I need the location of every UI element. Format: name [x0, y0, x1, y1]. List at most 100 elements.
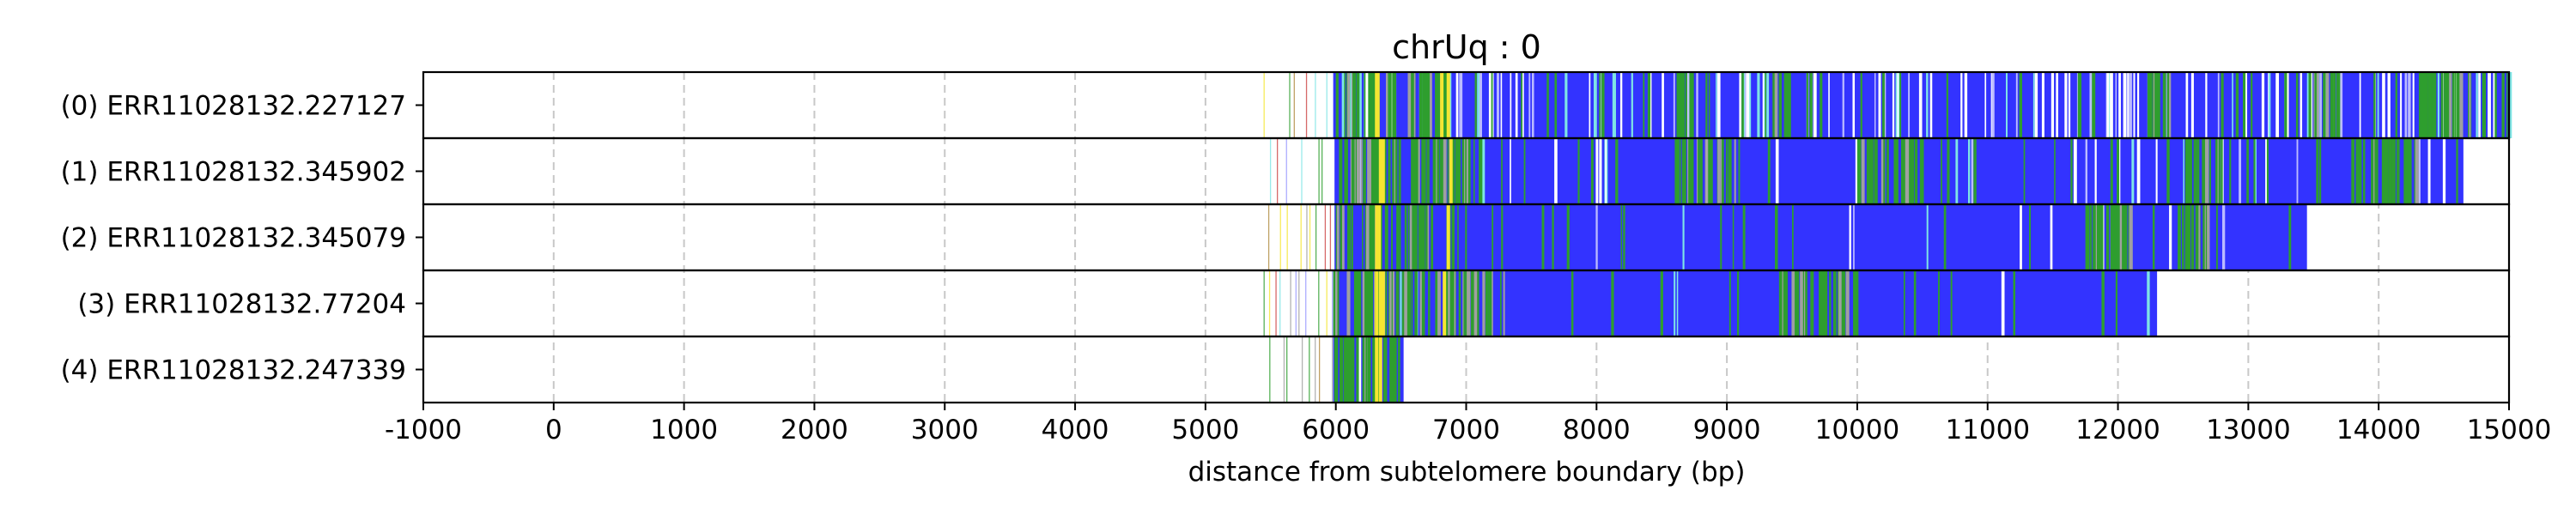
light-stripe [2377, 72, 2379, 138]
green-stripe [2336, 72, 2341, 138]
read-label: (2) ERR11028132.345079 [61, 223, 406, 254]
read-track [1269, 336, 1404, 403]
green-stripe [2178, 204, 2181, 270]
green-stripe [2114, 204, 2118, 270]
green-stripe [1829, 270, 1832, 336]
green-stripe [2409, 138, 2412, 204]
green-stripe [1427, 204, 1430, 270]
green-stripe [1784, 72, 1789, 138]
green-stripe [1492, 270, 1493, 336]
x-axis-label: distance from subtelomere boundary (bp) [1188, 457, 1746, 488]
green-stripe [2207, 204, 2210, 270]
green-stripe [1941, 138, 1942, 204]
green-stripe [1407, 72, 1410, 138]
light-stripe [1849, 204, 1851, 270]
green-stripe [2117, 204, 2121, 270]
green-stripe [1492, 204, 1494, 270]
green-stripe [1577, 138, 1580, 204]
green-stripe [1691, 72, 1694, 138]
light-stripe [1564, 72, 1568, 138]
green-stripe [1734, 138, 1736, 204]
green-stripe [2427, 72, 2431, 138]
light-stripe [1510, 138, 1511, 204]
green-stripe [1362, 204, 1364, 270]
green-stripe [2169, 72, 2172, 138]
light-stripe [2183, 138, 2184, 204]
green-stripe [1420, 204, 1422, 270]
light-stripe [2359, 72, 2361, 138]
green-stripe [2217, 138, 2220, 204]
green-stripe [2449, 72, 2452, 138]
green-stripe [2388, 138, 2391, 204]
light-stripe [2296, 138, 2299, 204]
green-stripe [1375, 138, 1379, 204]
yellow-stripe [1449, 138, 1453, 204]
read-track [1267, 204, 2307, 270]
green-stripe [1388, 72, 1390, 138]
light-stripe [2508, 72, 2512, 138]
read-label: (1) ERR11028132.345902 [61, 157, 406, 188]
light-stripe [2136, 138, 2141, 204]
green-stripe [2150, 72, 2153, 138]
green-stripe [2360, 138, 2362, 204]
green-stripe [2070, 138, 2073, 204]
green-stripe [1356, 138, 1360, 204]
green-stripe [1921, 138, 1924, 204]
green-stripe [1774, 72, 1778, 138]
green-stripe [2203, 138, 2206, 204]
green-stripe [2093, 72, 2096, 138]
light-stripe [2437, 72, 2440, 138]
green-stripe [1778, 72, 1783, 138]
green-stripe [2325, 72, 2330, 138]
light-stripe [2306, 72, 2310, 138]
green-stripe [2117, 138, 2120, 204]
green-stripe [1874, 138, 1878, 204]
light-stripe [1595, 204, 1598, 270]
light-stripe [2068, 72, 2071, 138]
green-stripe [1384, 336, 1388, 403]
green-stripe [2218, 138, 2221, 204]
green-stripe [1366, 270, 1370, 336]
light-stripe [2265, 138, 2268, 204]
green-stripe [1541, 204, 1545, 270]
green-stripe [1437, 270, 1441, 336]
green-stripe [2418, 72, 2421, 138]
green-stripe [2393, 138, 2396, 204]
light-stripe [2032, 72, 2035, 138]
green-stripe [2115, 270, 2118, 336]
x-tick-label: 0 [545, 415, 562, 445]
green-stripe [1554, 72, 1558, 138]
green-stripe [1362, 270, 1365, 336]
light-stripe [1687, 72, 1690, 138]
green-stripe [1435, 270, 1438, 336]
green-stripe [2119, 204, 2123, 270]
green-stripe [2154, 72, 2157, 138]
green-stripe [1474, 72, 1477, 138]
green-stripe [1806, 72, 1808, 138]
green-stripe [1411, 138, 1414, 204]
green-stripe [1388, 270, 1390, 336]
light-stripe [1746, 72, 1749, 138]
light-stripe [1631, 72, 1633, 138]
x-tick-label: 2000 [781, 415, 848, 445]
light-stripe [1853, 204, 1855, 270]
light-stripe [1855, 138, 1859, 204]
green-stripe [2190, 138, 2192, 204]
green-stripe [1394, 336, 1397, 403]
light-stripe [2129, 72, 2132, 138]
green-stripe [1397, 204, 1400, 270]
light-stripe [2275, 72, 2280, 138]
green-stripe [1700, 138, 1703, 204]
green-stripe [1363, 138, 1366, 204]
light-stripe [1358, 336, 1362, 403]
light-stripe [1479, 72, 1482, 138]
green-stripe [2100, 204, 2104, 270]
green-stripe [1732, 204, 1735, 270]
green-stripe [1521, 72, 1523, 138]
light-stripe [2118, 72, 2121, 138]
green-stripe [1774, 204, 1778, 270]
light-stripe [2127, 72, 2130, 138]
green-stripe [1383, 138, 1387, 204]
green-stripe [1883, 138, 1886, 204]
